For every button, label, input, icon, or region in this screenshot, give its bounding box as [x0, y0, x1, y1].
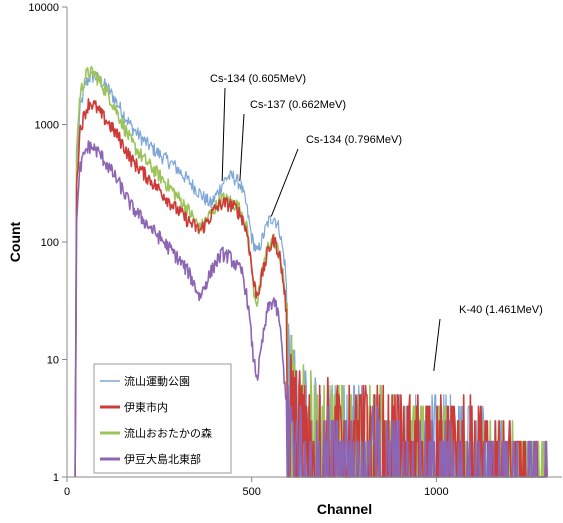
legend-label: 流山運動公園	[124, 374, 190, 388]
x-axis-title: Channel	[317, 501, 372, 517]
legend-box	[93, 363, 232, 474]
annotation-label: Cs-134 (0.796MeV)	[306, 134, 402, 146]
y-tick-label: 1000	[35, 120, 59, 132]
y-tick-label: 1	[53, 472, 59, 484]
y-tick-label: 10	[47, 355, 59, 367]
y-axis-title: Count	[7, 221, 23, 262]
legend-label: 伊豆大島北東部	[124, 452, 201, 466]
annotation-leader	[239, 113, 245, 182]
y-tick-label: 10000	[28, 2, 59, 14]
x-tick-label: 1000	[424, 486, 448, 498]
annotation-leader	[221, 87, 226, 182]
x-tick-label: 0	[64, 486, 70, 498]
legend-label: 伊東市内	[124, 400, 168, 414]
annotation-label: K-40 (1.461MeV)	[459, 304, 543, 316]
annotation-label: Cs-137 (0.662MeV)	[250, 99, 346, 111]
y-tick-label: 100	[41, 237, 59, 249]
x-tick-label: 500	[243, 486, 261, 498]
axis-layer: 1 10 100 1000 10000 0 500 1000 Channel Count	[7, 2, 562, 517]
annotation-leader	[270, 148, 299, 217]
annotation-leader	[433, 318, 441, 371]
annotation-layer: Cs-134 (0.605MeV) Cs-137 (0.662MeV) Cs-134…	[210, 73, 543, 371]
annotation-label: Cs-134 (0.605MeV)	[210, 73, 306, 85]
legend-label: 流山おおたかの森	[124, 426, 212, 440]
